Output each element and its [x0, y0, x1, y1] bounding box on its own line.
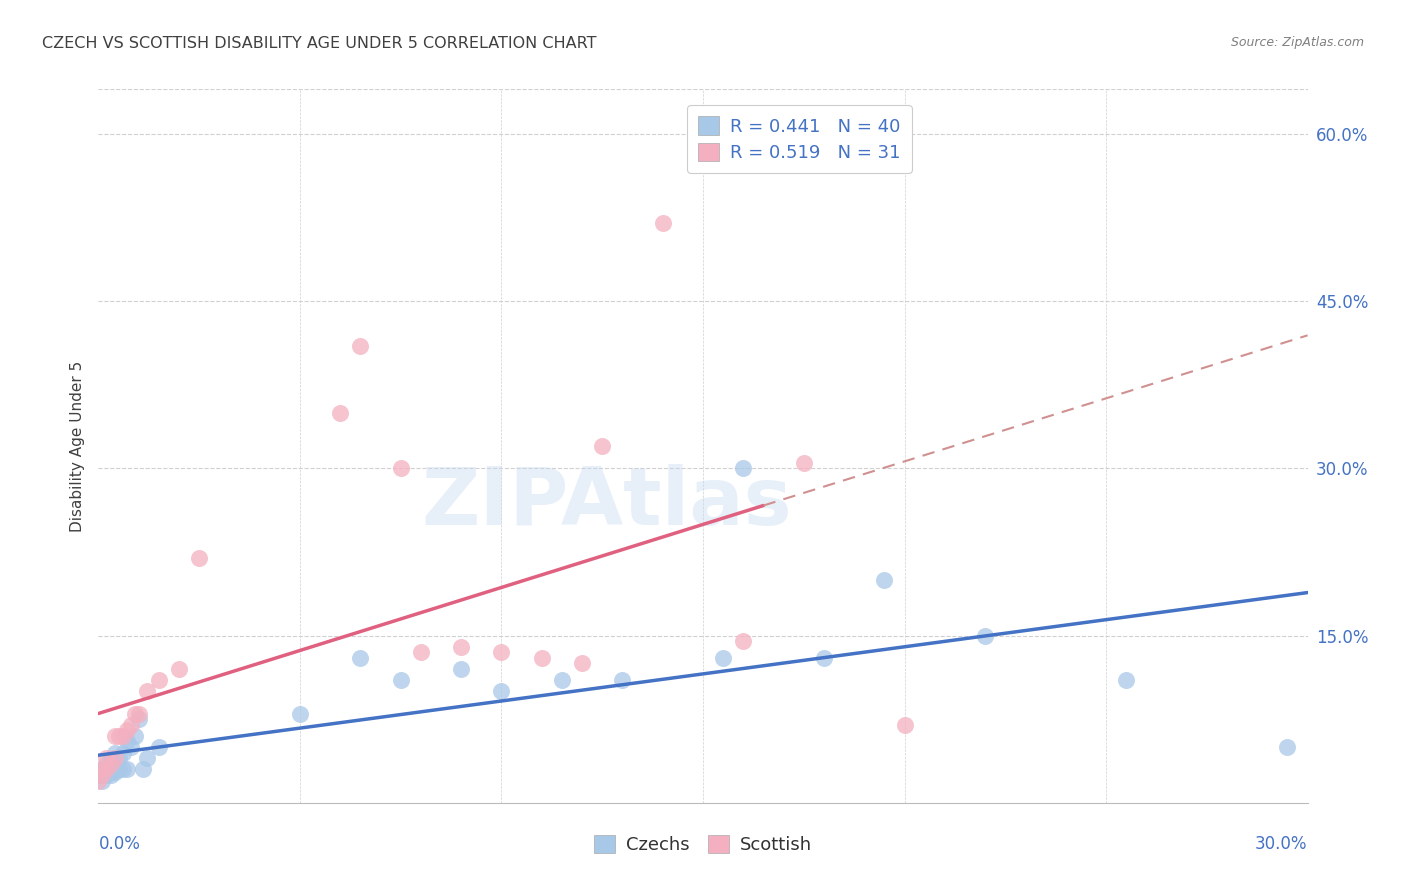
- Point: [893, 717, 915, 731]
- Point: [96, 768, 118, 782]
- Point: [115, 762, 138, 776]
- Point: [124, 729, 146, 743]
- Text: CZECH VS SCOTTISH DISABILITY AGE UNDER 5 CORRELATION CHART: CZECH VS SCOTTISH DISABILITY AGE UNDER 5…: [42, 36, 596, 51]
- Point: [107, 751, 129, 765]
- Point: [96, 756, 118, 771]
- Point: [132, 762, 155, 776]
- Point: [148, 740, 170, 755]
- Point: [103, 746, 125, 760]
- Point: [349, 651, 371, 665]
- Text: ZIPAtlas: ZIPAtlas: [420, 464, 792, 542]
- Point: [389, 461, 412, 475]
- Point: [135, 684, 157, 698]
- Point: [91, 773, 114, 788]
- Point: [612, 673, 634, 687]
- Point: [793, 456, 815, 470]
- Point: [551, 673, 574, 687]
- Point: [571, 657, 593, 671]
- Point: [148, 673, 170, 687]
- Point: [450, 640, 472, 654]
- Point: [873, 573, 896, 587]
- Point: [813, 651, 835, 665]
- Point: [87, 768, 110, 782]
- Point: [530, 651, 553, 665]
- Point: [100, 756, 122, 771]
- Point: [711, 651, 734, 665]
- Point: [103, 756, 125, 771]
- Point: [115, 734, 138, 748]
- Point: [96, 751, 118, 765]
- Point: [733, 461, 755, 475]
- Point: [135, 751, 157, 765]
- Point: [103, 764, 125, 779]
- Point: [91, 762, 114, 776]
- Point: [100, 753, 122, 767]
- Text: 0.0%: 0.0%: [98, 835, 141, 853]
- Point: [329, 405, 352, 420]
- Point: [111, 729, 134, 743]
- Point: [111, 746, 134, 760]
- Point: [1277, 740, 1299, 755]
- Point: [409, 645, 432, 659]
- Point: [100, 764, 122, 779]
- Point: [167, 662, 190, 676]
- Point: [100, 768, 122, 782]
- Point: [124, 706, 146, 721]
- Point: [188, 550, 211, 565]
- Point: [111, 762, 134, 776]
- Point: [96, 762, 118, 776]
- Point: [91, 768, 114, 782]
- Point: [651, 216, 673, 230]
- Point: [120, 740, 142, 755]
- Point: [128, 706, 150, 721]
- Text: 30.0%: 30.0%: [1256, 835, 1308, 853]
- Point: [974, 628, 997, 642]
- Point: [288, 706, 311, 721]
- Point: [491, 684, 513, 698]
- Point: [100, 760, 122, 774]
- Point: [103, 751, 125, 765]
- Legend: Czechs, Scottish: Czechs, Scottish: [582, 824, 824, 865]
- Point: [591, 439, 613, 453]
- Point: [1115, 673, 1137, 687]
- Point: [120, 717, 142, 731]
- Point: [91, 762, 114, 776]
- Point: [389, 673, 412, 687]
- Point: [349, 338, 371, 352]
- Point: [87, 773, 110, 788]
- Point: [450, 662, 472, 676]
- Text: Source: ZipAtlas.com: Source: ZipAtlas.com: [1230, 36, 1364, 49]
- Point: [491, 645, 513, 659]
- Point: [128, 712, 150, 726]
- Point: [96, 762, 118, 776]
- Y-axis label: Disability Age Under 5: Disability Age Under 5: [69, 360, 84, 532]
- Point: [107, 729, 129, 743]
- Point: [91, 768, 114, 782]
- Point: [115, 723, 138, 738]
- Point: [733, 634, 755, 648]
- Point: [103, 729, 125, 743]
- Point: [107, 762, 129, 776]
